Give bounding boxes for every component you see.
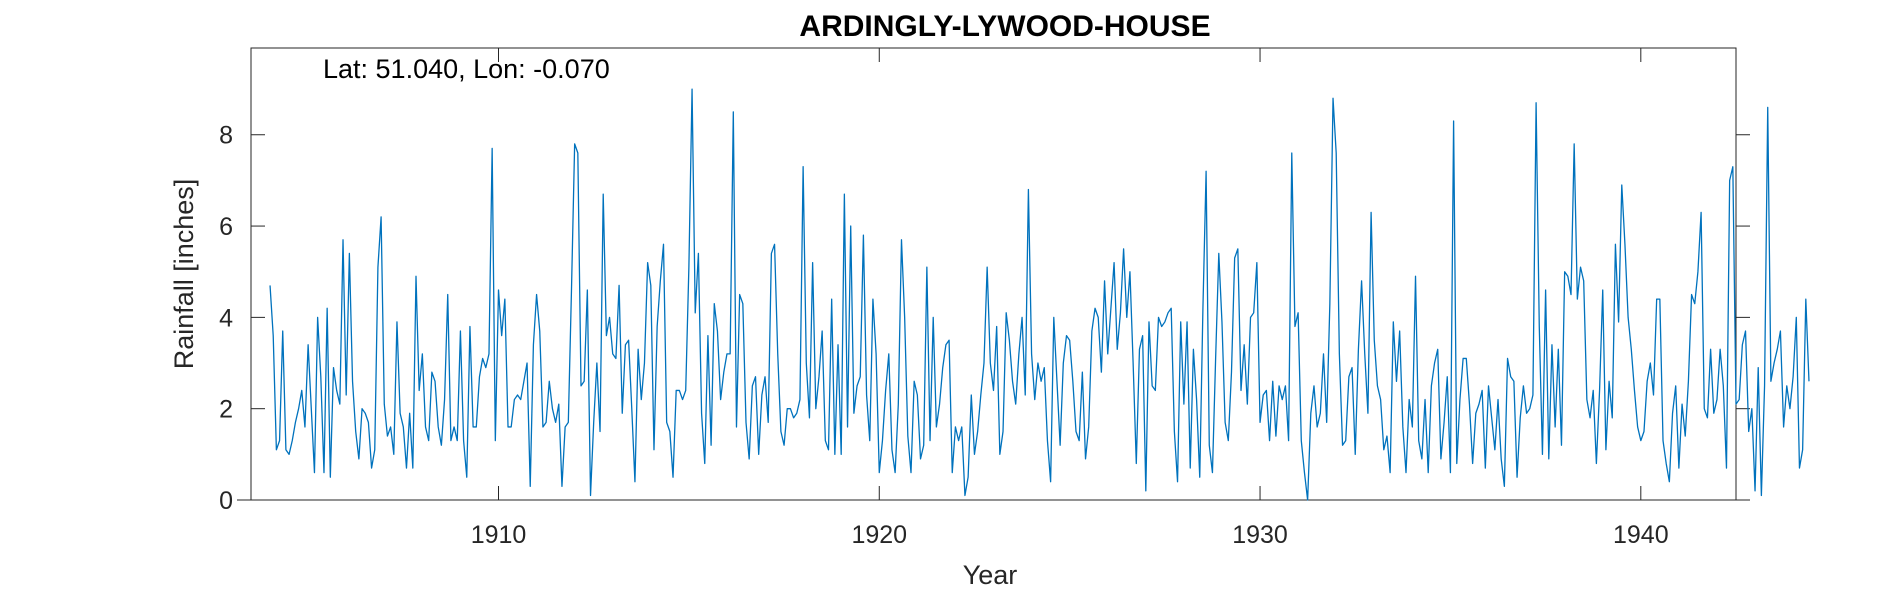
x-tick-label: 1920: [851, 521, 907, 549]
y-tick-label: 6: [219, 213, 233, 241]
y-tick-label: 0: [219, 487, 233, 515]
y-tick-label: 8: [219, 122, 233, 150]
x-axis-label: Year: [963, 560, 1018, 590]
x-tick-label: 1930: [1232, 521, 1288, 549]
plot-area: [250, 47, 1737, 501]
rainfall-series-line: [269, 88, 1810, 501]
y-axis-label: Rainfall [inches]: [169, 179, 199, 370]
location-annotation: Lat: 51.040, Lon: -0.070: [323, 54, 610, 84]
axis-ticks: 1910 1920 1930 1940 0 2 4 6 8: [219, 48, 1750, 549]
chart-title: ARDINGLY-LYWOOD-HOUSE: [799, 10, 1210, 43]
x-tick-label: 1910: [471, 521, 527, 549]
y-tick-label: 4: [219, 304, 233, 332]
x-tick-label: 1940: [1613, 521, 1669, 549]
y-tick-label: 2: [219, 396, 233, 424]
